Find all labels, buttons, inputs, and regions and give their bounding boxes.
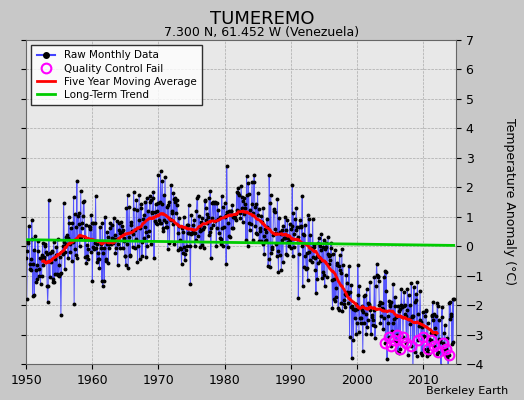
Text: Berkeley Earth: Berkeley Earth [426,386,508,396]
Text: 7.300 N, 61.452 W (Venezuela): 7.300 N, 61.452 W (Venezuela) [165,26,359,39]
Legend: Raw Monthly Data, Quality Control Fail, Five Year Moving Average, Long-Term Tren: Raw Monthly Data, Quality Control Fail, … [31,45,202,105]
Y-axis label: Temperature Anomaly (°C): Temperature Anomaly (°C) [504,118,517,286]
Text: TUMEREMO: TUMEREMO [210,10,314,28]
